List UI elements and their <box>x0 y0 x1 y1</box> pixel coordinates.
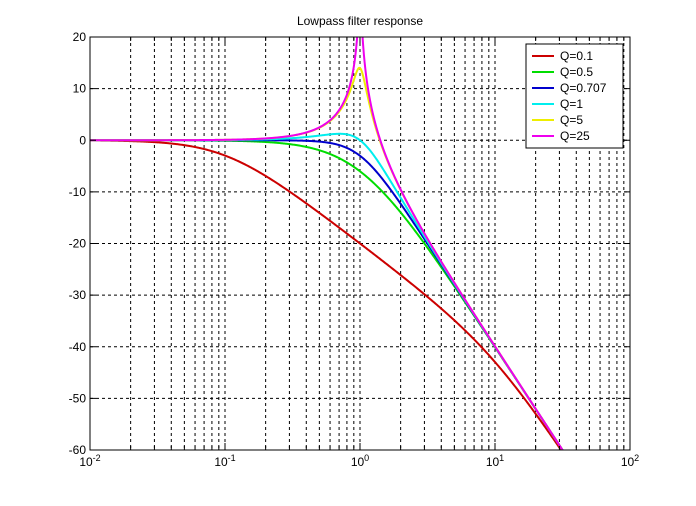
x-tick-label: 101 <box>486 453 504 469</box>
y-tick-label: 20 <box>73 30 87 44</box>
x-tick-base: 10 <box>351 455 365 469</box>
x-tick-label: 10-2 <box>79 453 100 469</box>
legend-label: Q=25 <box>560 129 590 143</box>
x-tick-base: 10 <box>79 455 93 469</box>
x-tick-exponent: 0 <box>364 453 369 463</box>
y-tick-label: -30 <box>69 288 87 302</box>
series-line <box>90 37 564 450</box>
legend-label: Q=0.1 <box>560 49 593 63</box>
legend-box <box>525 43 624 149</box>
legend-label: Q=5 <box>560 113 583 127</box>
y-tick-label: -50 <box>69 391 87 405</box>
y-tick-label: -10 <box>69 185 87 199</box>
legend-label: Q=1 <box>560 97 583 111</box>
y-tick-label: 0 <box>79 133 86 147</box>
y-tick-label: -20 <box>69 237 87 251</box>
legend-label: Q=0.5 <box>560 65 593 79</box>
y-tick-label: -40 <box>69 340 87 354</box>
y-tick-label: 10 <box>73 82 87 96</box>
y-tick-label: -60 <box>69 443 87 457</box>
legend: Q=0.1 Q=0.5 Q=0.707 Q=1 Q=5 Q=25 <box>525 43 624 149</box>
x-tick-base: 10 <box>621 455 635 469</box>
x-tick-exponent: 1 <box>499 453 504 463</box>
x-tick-label: 100 <box>351 453 369 469</box>
x-tick-exponent: -1 <box>228 453 236 463</box>
x-tick-exponent: 2 <box>634 453 639 463</box>
legend-label: Q=0.707 <box>560 81 607 95</box>
x-tick-base: 10 <box>486 455 500 469</box>
x-tick-label: 102 <box>621 453 639 469</box>
x-tick-base: 10 <box>214 455 228 469</box>
series-group <box>90 37 564 450</box>
chart-title: Lowpass filter response <box>297 14 423 28</box>
x-tick-exponent: -2 <box>93 453 101 463</box>
ticks <box>90 36 630 451</box>
series-line <box>90 139 563 450</box>
x-tick-label: 10-1 <box>214 453 235 469</box>
